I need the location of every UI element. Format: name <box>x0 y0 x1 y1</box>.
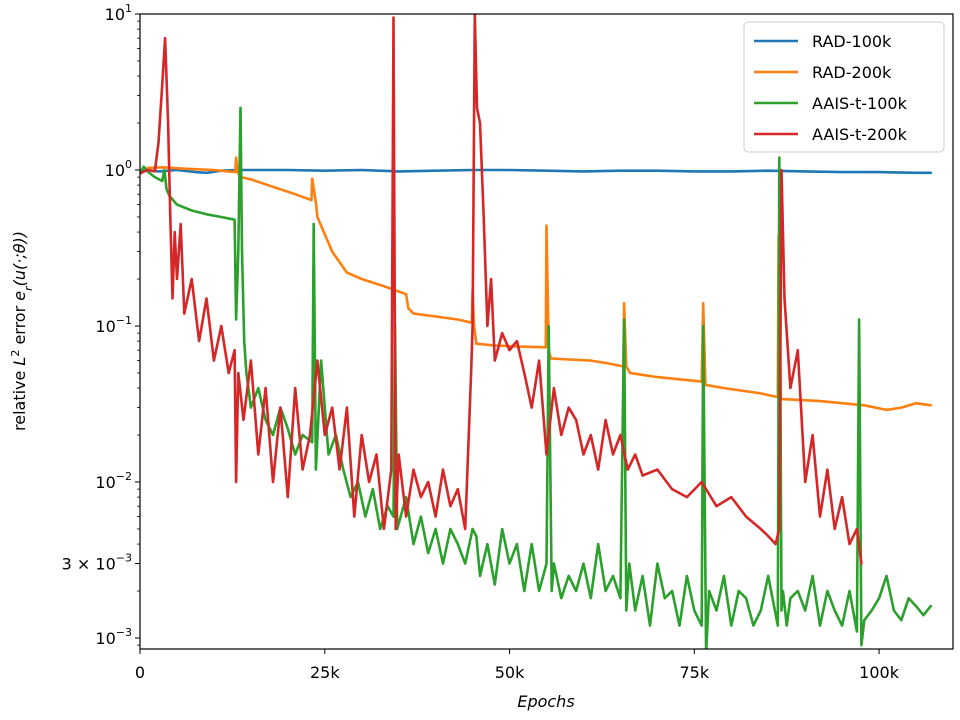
x-tick-label: 50k <box>495 663 525 682</box>
x-axis: 0 25k 50k 75k 100k <box>135 649 900 682</box>
series-line-aais-t-200k <box>140 14 863 565</box>
legend-label: RAD-100k <box>812 32 892 51</box>
x-tick-label: 75k <box>680 663 710 682</box>
legend-label: RAD-200k <box>812 63 892 82</box>
y-tick-label: 10−2 <box>95 470 132 492</box>
legend-label: AAIS-t-100k <box>812 94 908 113</box>
series-layer <box>140 14 933 649</box>
y-tick-label: 100 <box>105 158 132 180</box>
x-axis-title: Epochs <box>517 692 574 711</box>
y-tick-label: 10−3 <box>95 626 132 648</box>
y-axis-title: relative L2 error er(u(·;θ)) <box>9 231 35 431</box>
series-line-aais-t-100k <box>140 106 933 649</box>
legend: RAD-100k RAD-200k AAIS-t-100k AAIS-t-200k <box>743 21 945 153</box>
y-tick-label: 101 <box>105 2 132 24</box>
y-axis: 10−3 3 × 10−3 10−2 10−1 100 101 <box>62 2 140 648</box>
x-tick-label: 25k <box>310 663 340 682</box>
series-line-rad-100k <box>140 168 933 175</box>
legend-label: AAIS-t-200k <box>812 125 908 144</box>
legend-box <box>743 21 945 153</box>
x-tick-label: 100k <box>859 663 900 682</box>
x-tick-label: 0 <box>135 663 145 682</box>
y-tick-label: 3 × 10−3 <box>62 552 132 574</box>
plot-frame <box>139 13 954 650</box>
y-tick-label: 10−1 <box>95 314 132 336</box>
